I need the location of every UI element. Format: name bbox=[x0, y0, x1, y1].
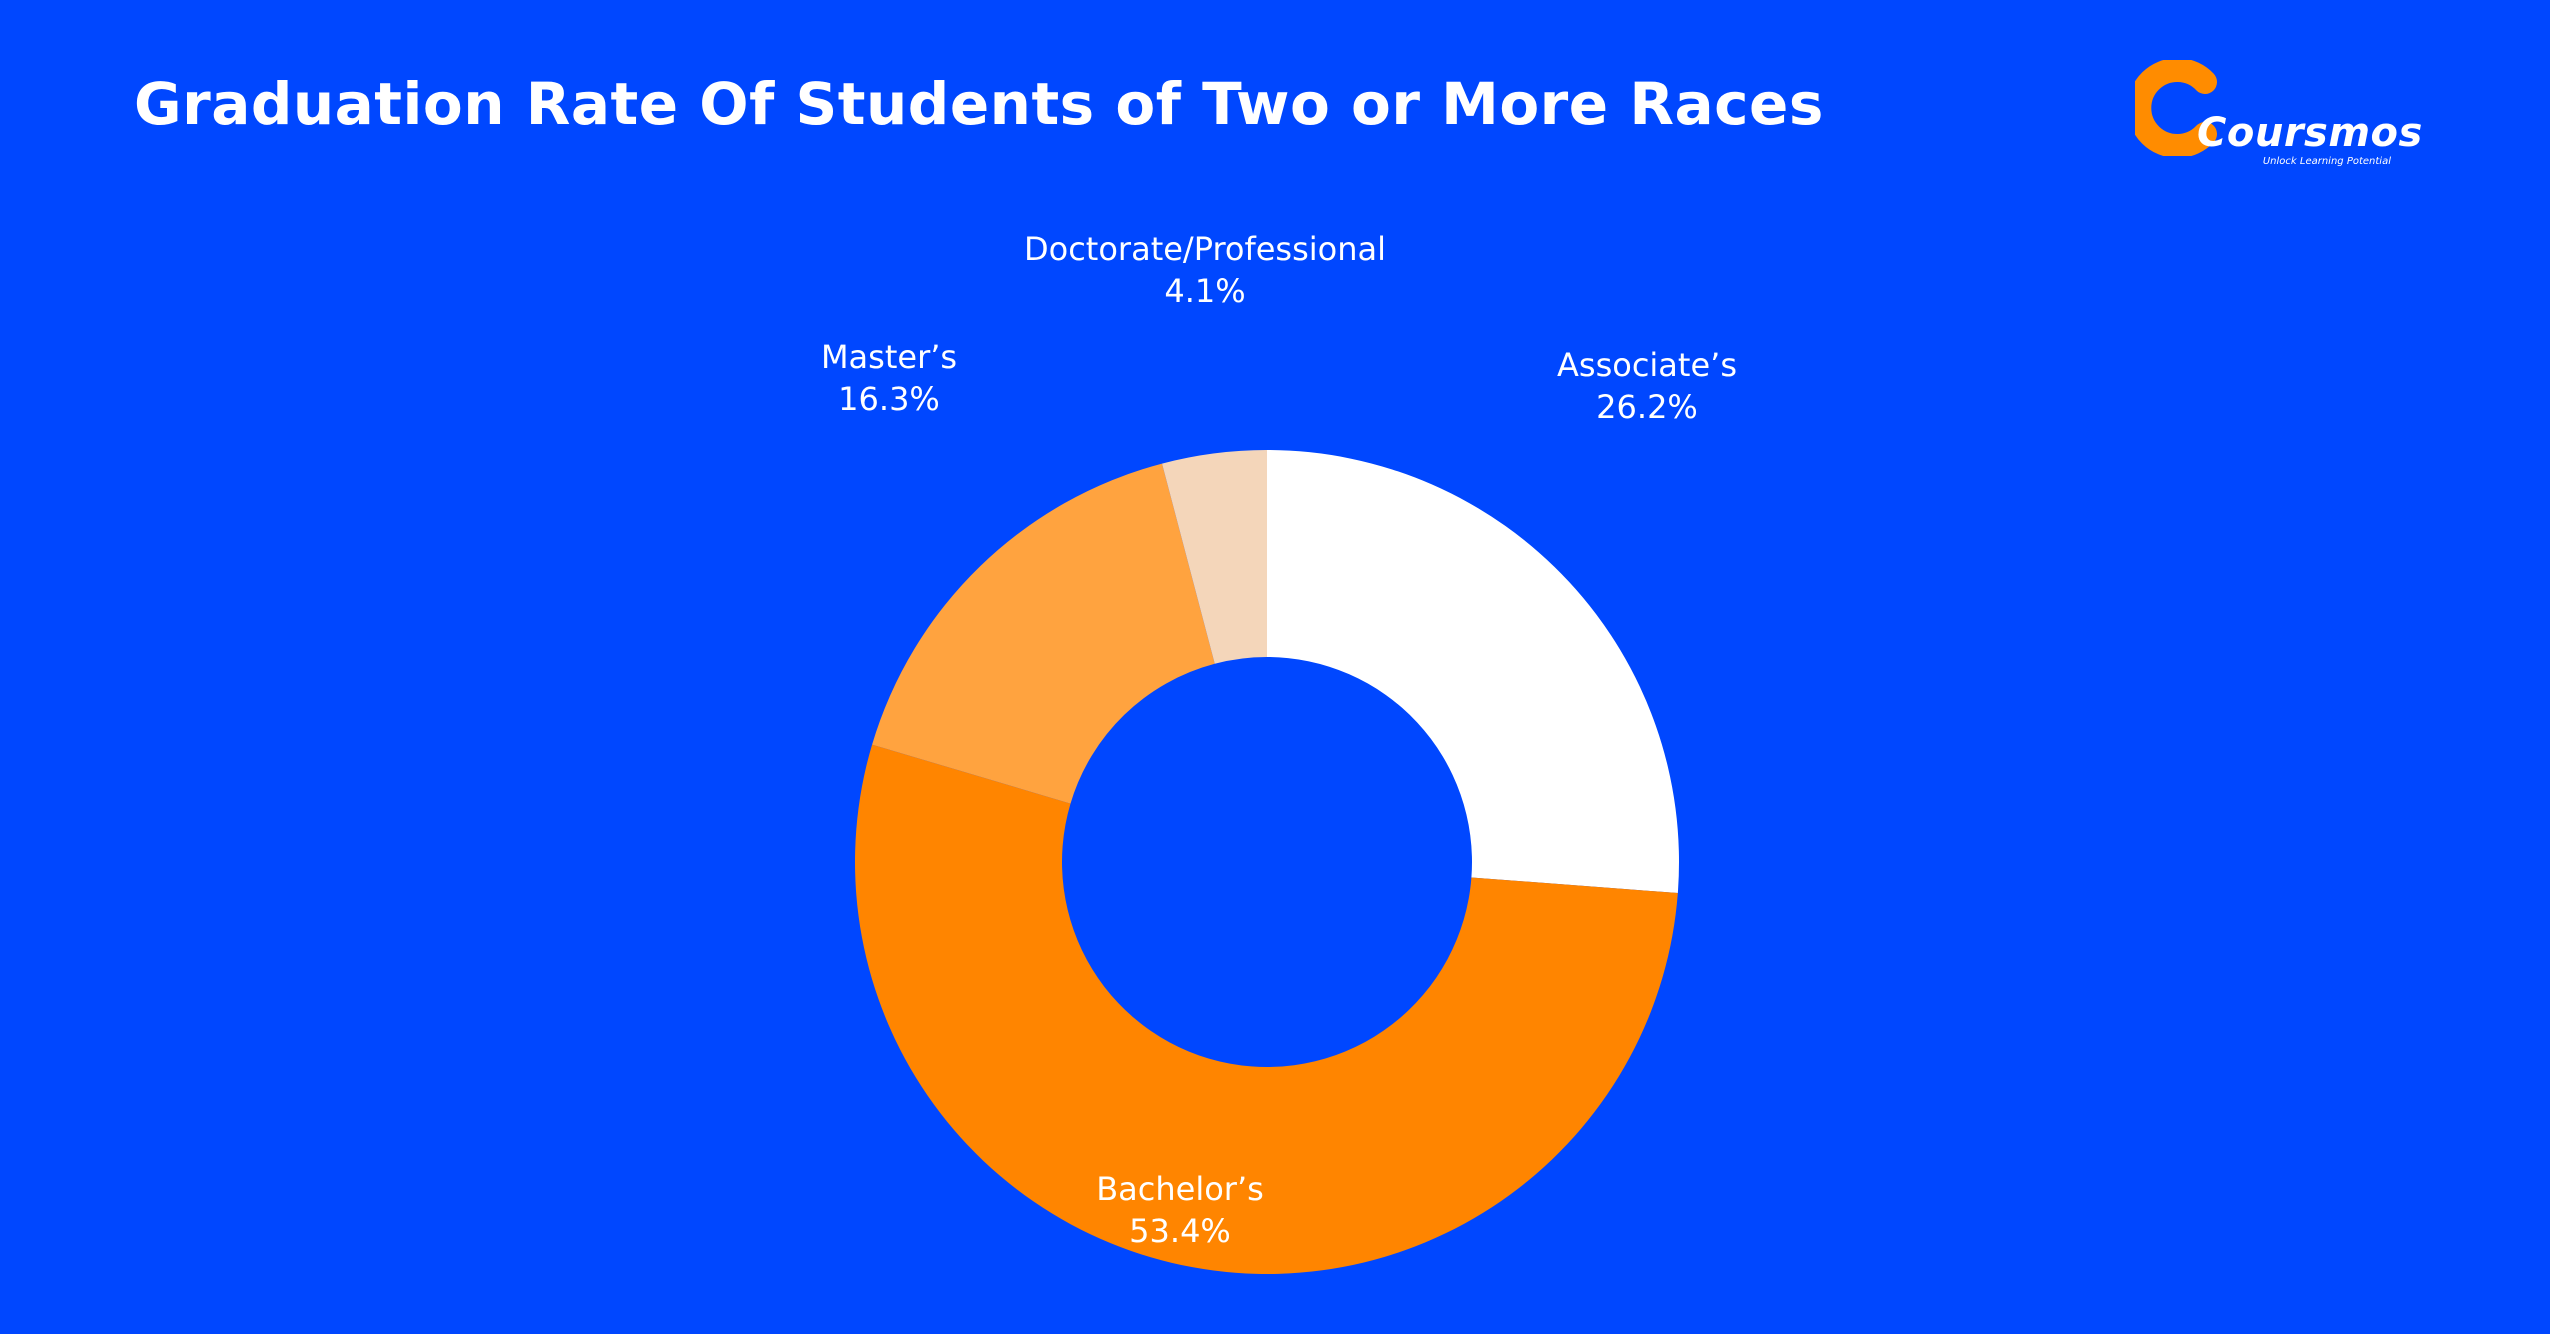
labels-group: Associate’s 26.2% Bachelor’s 53.4% Master’s 1… bbox=[821, 230, 1737, 1250]
slice-label: Doctorate/Professional bbox=[1024, 230, 1386, 268]
brand-c-icon bbox=[2135, 60, 2217, 156]
slice-value-label: 4.1% bbox=[1164, 272, 1245, 310]
slice-associate-s[interactable] bbox=[1267, 450, 1679, 894]
slice-label: Bachelor’s bbox=[1096, 1170, 1264, 1208]
slice-doctorate-professional[interactable] bbox=[1162, 450, 1267, 664]
slice-label: Associate’s bbox=[1557, 346, 1737, 384]
brand-tagline: Unlock Learning Potential bbox=[2262, 156, 2391, 167]
page-title: Graduation Rate Of Students of Two or Mo… bbox=[134, 70, 1824, 138]
slice-value-label: 16.3% bbox=[838, 380, 940, 418]
coursmos-logo[interactable]: Coursmos Unlock Learning Potential bbox=[2135, 60, 2422, 170]
slice-master-s[interactable] bbox=[872, 463, 1215, 804]
slice-bachelor-s[interactable] bbox=[855, 744, 1678, 1275]
slice-value-label: 53.4% bbox=[1129, 1212, 1231, 1250]
brand-name: Coursmos bbox=[2197, 110, 2423, 156]
slice-value-label: 26.2% bbox=[1596, 388, 1698, 426]
slice-label: Master’s bbox=[821, 338, 957, 376]
slices-group bbox=[855, 450, 1679, 1275]
